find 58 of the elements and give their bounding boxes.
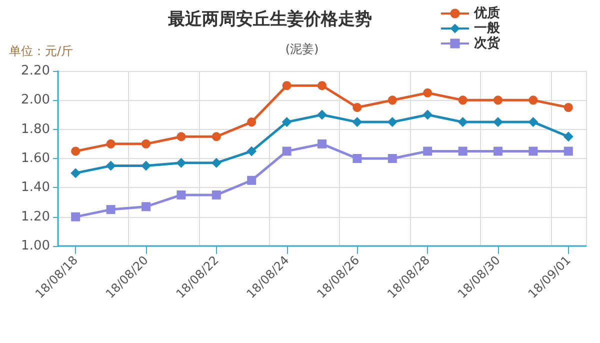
y-tick-label: 1.40 [21, 180, 50, 196]
point [458, 146, 468, 156]
point [71, 212, 80, 222]
point [106, 139, 116, 148]
point [423, 146, 432, 156]
point [563, 132, 574, 142]
point [106, 160, 116, 171]
legend-label: 一般 [474, 21, 501, 36]
point [176, 132, 186, 142]
y-tick-label: 1.00 [21, 238, 50, 254]
point [142, 202, 150, 212]
point [388, 96, 397, 105]
legend-label: 次货 [474, 35, 501, 51]
legend-label: 优质 [473, 5, 500, 21]
point [176, 158, 186, 168]
point [71, 146, 80, 156]
point [458, 96, 468, 105]
y-tick-label: 1.60 [21, 151, 50, 166]
y-tick-label: 2.20 [21, 64, 50, 78]
point [528, 117, 538, 128]
point [458, 117, 468, 128]
point [246, 146, 257, 156]
y-tick-label: 1.80 [21, 122, 50, 137]
point [493, 117, 503, 128]
point [494, 146, 502, 156]
y-tick-label: 2.00 [21, 92, 50, 108]
point [106, 205, 116, 214]
y-axis-title: 单位：元/斤 [9, 44, 74, 58]
point [318, 139, 326, 148]
point [352, 102, 362, 112]
point [176, 190, 186, 200]
point [352, 117, 362, 128]
point [282, 146, 292, 156]
point [317, 110, 327, 120]
point [352, 154, 362, 163]
point [211, 158, 222, 168]
point [247, 176, 256, 185]
point [388, 154, 397, 163]
point [70, 168, 81, 178]
point [564, 146, 573, 156]
point [142, 139, 150, 148]
point [494, 96, 502, 105]
point [212, 190, 221, 200]
point [212, 132, 221, 142]
point [422, 110, 433, 120]
point [528, 96, 538, 105]
chart-subtitle: (泥姜) [285, 42, 319, 56]
point [564, 102, 573, 112]
point [387, 117, 398, 128]
point [141, 160, 151, 171]
y-tick-label: 1.20 [21, 209, 50, 224]
point [528, 146, 538, 156]
point [423, 88, 432, 98]
point [247, 118, 256, 127]
chart-title: 最近两周安丘生姜价格走势 [167, 8, 372, 30]
point [318, 81, 326, 90]
point [282, 117, 292, 128]
point [282, 81, 292, 90]
